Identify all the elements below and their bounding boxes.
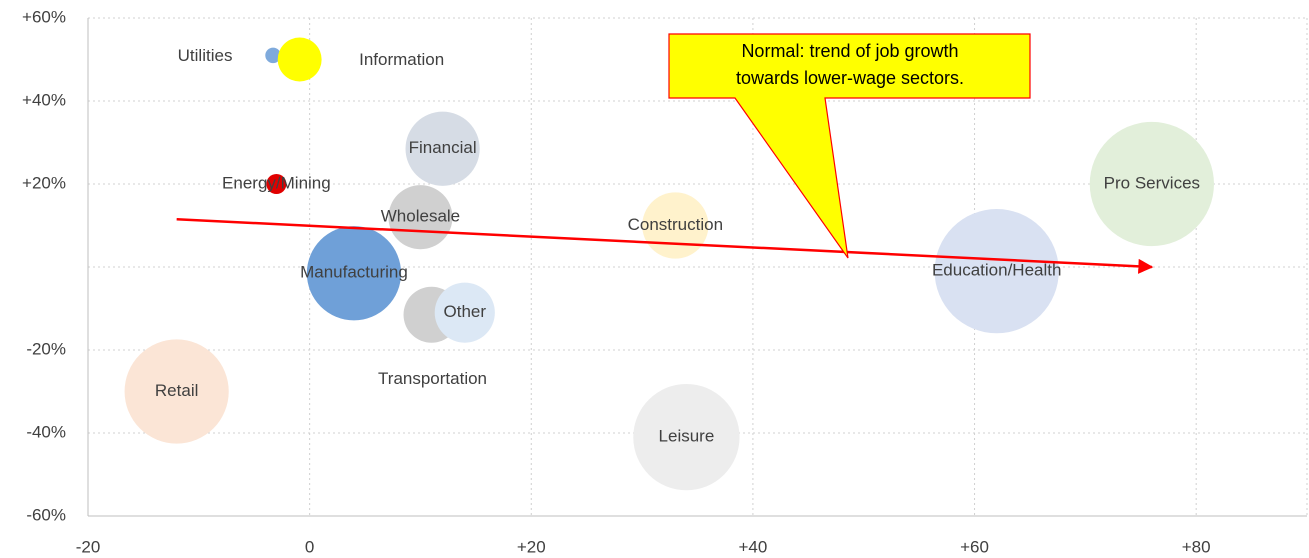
bubble-label: Leisure	[659, 427, 715, 446]
callout-shape	[668, 33, 1031, 259]
bubble-label: Manufacturing	[300, 263, 408, 282]
x-tick-label: 0	[305, 537, 314, 556]
y-tick-label: -40%	[26, 422, 66, 441]
callout: Normal: trend of job growth towards lowe…	[668, 33, 1031, 259]
y-tick-label: +40%	[22, 90, 66, 109]
bubble-label: Education/Health	[932, 261, 1061, 280]
trend	[176, 218, 1154, 274]
bubble-label: Transportation	[378, 369, 487, 388]
bubble	[633, 384, 740, 491]
bubble-label: Construction	[628, 215, 723, 234]
x-tick-label: +40	[738, 537, 767, 556]
labels: Retail Leisure Education/Health Pro Service…	[155, 46, 1200, 446]
bubble-label: Wholesale	[381, 207, 460, 226]
bubble	[934, 209, 1059, 334]
callout-text: Normal: trend of job growth	[741, 41, 958, 61]
bubble	[434, 282, 495, 343]
bubble	[265, 47, 281, 64]
trend-line	[176, 218, 1154, 274]
bubble-label: Financial	[409, 138, 477, 157]
x-tick-label: +60	[960, 537, 989, 556]
bubble-label: Energy/Mining	[222, 173, 331, 192]
y-tick-label: +60%	[22, 7, 66, 26]
bubble	[405, 111, 480, 186]
bubble	[306, 226, 402, 321]
y-tick-label: -60%	[26, 505, 66, 524]
bubble-label: Utilities	[178, 46, 233, 65]
bubble	[277, 37, 322, 82]
bubble-label: Retail	[155, 381, 198, 400]
x-tick-label: +80	[1182, 537, 1211, 556]
y-tick-label: +20%	[22, 173, 66, 192]
y-tick-label: -20%	[26, 339, 66, 358]
x-tick-label: +20	[517, 537, 546, 556]
callout-text: towards lower-wage sectors.	[736, 68, 964, 88]
bubble	[266, 173, 287, 195]
bubble-label: Pro Services	[1104, 173, 1200, 192]
bubble-label: Information	[359, 50, 444, 69]
bubble-label: Other	[444, 302, 487, 321]
bubble	[124, 339, 229, 444]
grid: -20 0 +20 +40 +60 +80 -60% -40% -20% +20% +40% +60%	[22, 7, 1308, 556]
bubble	[1089, 121, 1214, 247]
x-tick-label: -20	[76, 537, 101, 556]
